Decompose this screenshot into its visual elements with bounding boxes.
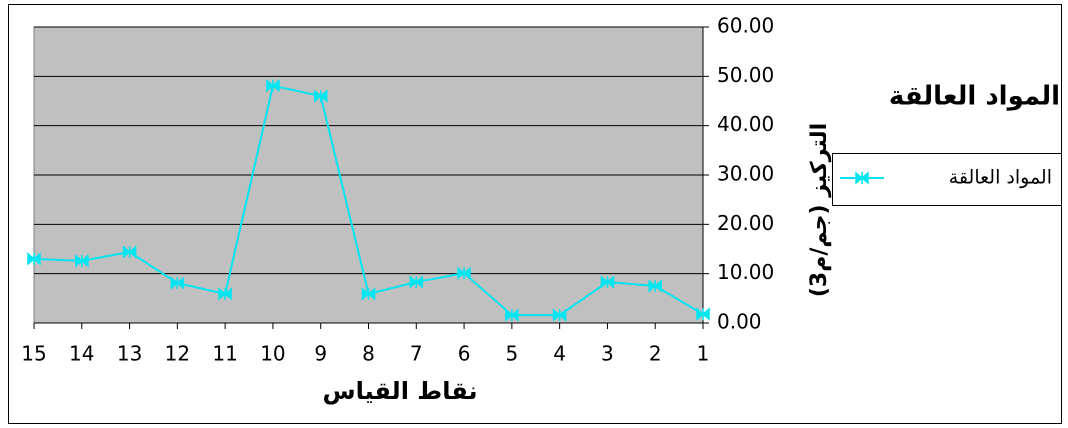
y-tick-label: 40.00 — [717, 112, 774, 136]
data-point — [552, 308, 567, 322]
legend-box — [832, 153, 1062, 206]
data-point — [266, 79, 280, 93]
data-point — [75, 254, 89, 268]
x-tick-label: 8 — [362, 342, 375, 366]
x-tick-label: 2 — [649, 342, 662, 366]
y-tick-label: 10.00 — [717, 260, 774, 284]
data-point — [27, 252, 41, 266]
data-point — [218, 287, 232, 301]
data-point — [361, 287, 376, 301]
x-tick-label: 15 — [21, 342, 46, 366]
y-tick-label: 20.00 — [717, 211, 774, 235]
data-point — [170, 276, 185, 290]
data-point — [505, 308, 519, 322]
legend-label: المواد العالقة — [949, 167, 1052, 189]
x-tick-label: 6 — [458, 342, 471, 366]
data-point — [696, 307, 710, 321]
x-tick-label: 3 — [601, 342, 614, 366]
x-tick-label: 5 — [505, 342, 518, 366]
x-tick-label: 9 — [314, 342, 327, 366]
y-tick-label: 50.00 — [717, 63, 774, 87]
x-tick-label: 11 — [212, 342, 237, 366]
y-tick-label: 0.00 — [717, 310, 762, 334]
data-point — [600, 275, 615, 289]
x-tick-label: 1 — [697, 342, 710, 366]
data-point — [457, 266, 471, 280]
y-tick-label: 60.00 — [717, 14, 774, 38]
data-point — [648, 279, 662, 293]
data-point — [409, 275, 424, 289]
y-axis-title: التركيز (جم/م3) — [807, 123, 832, 297]
x-tick-label: 7 — [410, 342, 423, 366]
data-point — [313, 89, 328, 103]
x-axis-title: نقاط القياس — [322, 377, 477, 405]
chart-title: المواد العالقة — [889, 82, 1060, 112]
x-tick-label: 4 — [553, 342, 566, 366]
x-tick-label: 12 — [165, 342, 190, 366]
data-point — [122, 245, 137, 259]
x-tick-label: 13 — [117, 342, 142, 366]
y-tick-label: 30.00 — [717, 162, 774, 186]
x-tick-label: 14 — [69, 342, 94, 366]
x-tick-label: 10 — [260, 342, 285, 366]
legend-marker — [855, 171, 869, 185]
